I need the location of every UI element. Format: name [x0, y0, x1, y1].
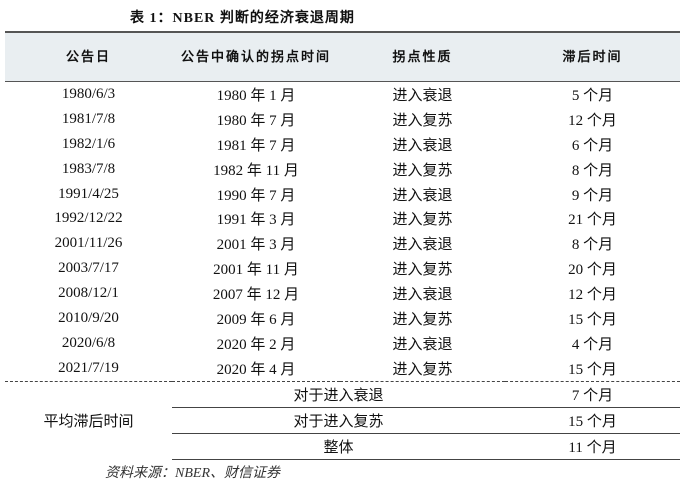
- cell: 1980/6/3: [61, 85, 116, 102]
- cell: 进入衰退: [392, 287, 453, 304]
- cell: 1991/4/25: [58, 185, 119, 202]
- table-body: 1980/6/3 1980 年 1 月进入衰退 5 个月 1981/7/8 1980 年…: [5, 82, 680, 460]
- summary-name: 整体: [172, 433, 505, 460]
- cell: 2020 年 2 月: [216, 336, 296, 353]
- summary-row: 对于进入复苏 15 个月: [5, 407, 680, 434]
- cell: 1980 年 1 月: [216, 87, 296, 104]
- summary-value: 11 个月: [505, 433, 680, 460]
- header-cell: 公告中确认的拐点时间: [172, 31, 340, 82]
- header-text: 公告中确认的拐点时间: [181, 49, 332, 64]
- data-row: 1991/4/25 1990 年 7 月 进入衰退 9 个月: [5, 182, 680, 207]
- cell: 1982/1/6: [61, 135, 116, 152]
- cell: 2021/7/19: [58, 359, 119, 376]
- cell: 9 个月: [571, 187, 614, 204]
- summary-row: 整体 11 个月: [5, 433, 680, 460]
- data-row: 2010/9/20 2009 年 6 月 进入复苏 15 个月: [5, 306, 680, 331]
- cell: 2020 年 4 月: [216, 361, 296, 378]
- cell: 进入衰退: [392, 87, 453, 104]
- cell: 15 个月: [568, 311, 617, 328]
- cell: 1992/12/22: [54, 210, 123, 227]
- summary-value: 15 个月: [505, 407, 680, 434]
- cell: 21 个月: [568, 212, 617, 229]
- summary-value: 7 个月: [505, 380, 680, 408]
- summary-name: 对于进入复苏: [172, 407, 505, 434]
- cell: 进入复苏: [392, 311, 453, 328]
- header-cell: 滞后时间: [505, 31, 680, 82]
- data-row: 2020/6/8 2020 年 2 月 进入衰退 4 个月: [5, 331, 680, 356]
- cell: 1990 年 7 月: [216, 187, 296, 204]
- data-row: 1992/12/22 1991 年 3 月 进入复苏 21 个月: [5, 206, 680, 231]
- data-row: 1980/6/3 1980 年 1 月 进入衰退 5 个月: [5, 82, 680, 107]
- cell: 2020/6/8: [61, 334, 116, 351]
- summary-row: 平均滞后时间 对于进入衰退 7 个月: [5, 380, 680, 460]
- header-row: 公告日 公告中确认的拐点时间 拐点性质 滞后时间: [5, 31, 680, 82]
- data-row: 1981/7/8 1980 年 7 月 进入复苏 12 个月: [5, 107, 680, 132]
- cell: 进入复苏: [392, 162, 453, 179]
- cell: 1983/7/8: [61, 160, 116, 177]
- table: 公告日 公告中确认的拐点时间 拐点性质 滞后时间 1980/6/3 1980 年 …: [5, 31, 680, 460]
- cell: 2001 年 11 月: [213, 262, 299, 279]
- summary-label: 平均滞后时间: [5, 380, 172, 460]
- data-row: 1983/7/8 1982 年 11 月 进入复苏 8 个月: [5, 157, 680, 182]
- cell: 12 个月: [568, 287, 617, 304]
- cell: 2008/12/1: [58, 285, 119, 302]
- cell: 1980 年 7 月: [216, 112, 296, 129]
- header-cell: 公告日: [5, 31, 172, 82]
- cell: 进入衰退: [392, 187, 453, 204]
- cell: 2009 年 6 月: [216, 311, 296, 328]
- data-row: 2008/12/1 2007 年 12 月 进入衰退 12 个月: [5, 281, 680, 306]
- cell: 进入衰退: [392, 336, 453, 353]
- table-title: 表 1：NBER 判断的经济衰退周期: [130, 11, 355, 26]
- cell: 2001/11/26: [54, 235, 123, 252]
- data-row: 2003/7/17 2001 年 11 月 进入复苏 20 个月: [5, 256, 680, 281]
- cell: 进入衰退: [392, 137, 453, 154]
- cell: 5 个月: [571, 87, 614, 104]
- data-row: 2001/11/26 2001 年 3 月 进入衰退 8 个月: [5, 231, 680, 256]
- header-cell: 拐点性质: [340, 31, 505, 82]
- cell: 进入衰退: [392, 237, 453, 254]
- source-note: 资料来源：NBER、财信证券: [105, 466, 280, 481]
- data-row: 1982/1/6 1981 年 7 月 进入衰退 6 个月: [5, 132, 680, 157]
- cell: 进入复苏: [392, 361, 453, 378]
- cell: 2007 年 12 月: [212, 287, 300, 304]
- cell: 2010/9/20: [58, 309, 119, 326]
- cell: 1981 年 7 月: [216, 137, 296, 154]
- cell: 进入复苏: [392, 112, 453, 129]
- cell: 4 个月: [571, 336, 614, 353]
- cell: 8 个月: [571, 162, 614, 179]
- cell: 20 个月: [568, 262, 617, 279]
- cell: 1991 年 3 月: [216, 212, 296, 229]
- cell: 进入复苏: [392, 212, 453, 229]
- summary-name: 对于进入衰退: [172, 380, 505, 408]
- cell: 进入复苏: [392, 262, 453, 279]
- cell: 2001 年 3 月: [216, 237, 296, 254]
- cell: 1981/7/8: [61, 110, 116, 127]
- cell: 2003/7/17: [58, 260, 119, 277]
- cell: 12 个月: [568, 112, 617, 129]
- cell: 1982 年 11 月: [213, 162, 299, 179]
- data-row: 2021/7/19 2020 年 4 月 进入复苏 15 个月: [5, 356, 680, 381]
- cell: 6 个月: [571, 137, 614, 154]
- cell: 15 个月: [568, 361, 617, 378]
- cell: 8 个月: [571, 237, 614, 254]
